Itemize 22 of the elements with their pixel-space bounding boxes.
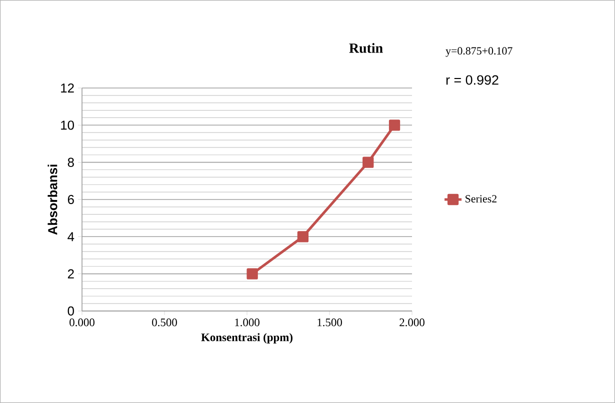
y-tick-label: 0 — [68, 306, 74, 316]
y-tick-label: 10 — [61, 120, 74, 130]
y-tick-label: 2 — [68, 269, 74, 278]
x-tick-label: 0.500 — [152, 318, 177, 326]
x-axis-title: Konsentrasi (ppm) — [201, 333, 292, 344]
y-tick-label: 4 — [68, 232, 74, 242]
x-tick-label: 0.000 — [70, 318, 94, 326]
legend-label: Series2 — [466, 195, 496, 202]
y-axis-title: Absorbansi — [48, 164, 58, 235]
text: y=0.875+0.107 — [446, 47, 512, 57]
point — [362, 156, 374, 168]
y-tick-label: 8 — [68, 158, 74, 167]
y-tick-label: 12 — [61, 83, 74, 93]
point — [246, 268, 258, 280]
point — [297, 231, 309, 242]
text: r = 0.992 — [446, 75, 498, 85]
y-tick-label: 6 — [68, 194, 74, 204]
chart-title: Rutin — [349, 43, 383, 53]
x-tick-label: 1.500 — [318, 318, 342, 326]
x-tick-label: 1.000 — [235, 318, 260, 326]
x-tick-label: 2.000 — [400, 318, 424, 326]
point — [388, 120, 400, 131]
